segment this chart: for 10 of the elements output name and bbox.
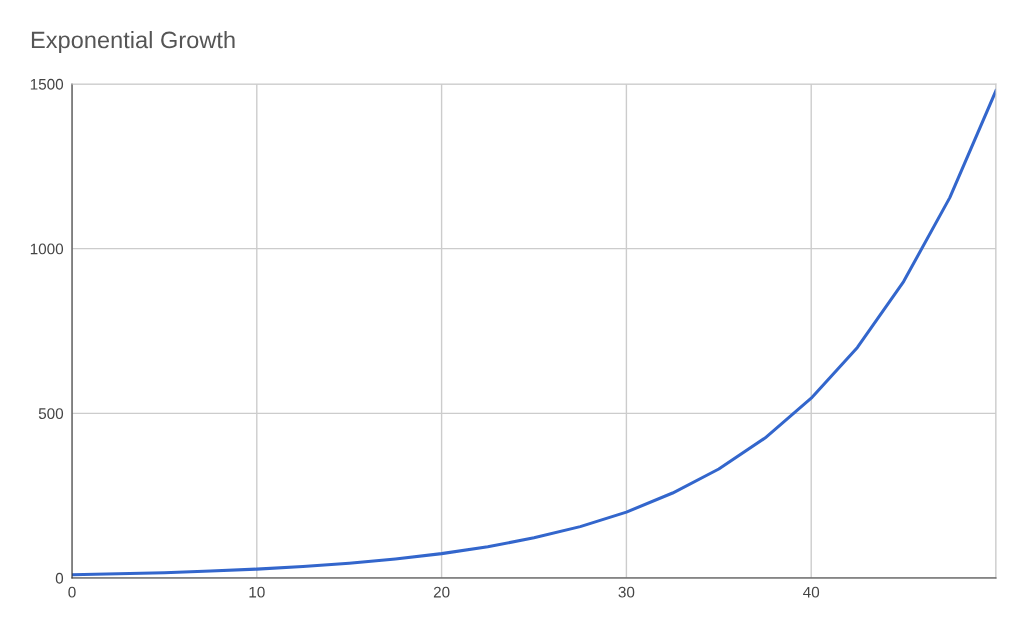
x-tick-label: 40 [803, 586, 820, 598]
y-tick-label: 1000 [30, 243, 64, 255]
y-tick-label: 0 [55, 572, 64, 584]
y-tick-label: 1500 [30, 78, 64, 90]
x-tick-label: 0 [68, 586, 76, 598]
x-tick-label: 20 [433, 586, 450, 598]
chart-title: Exponential Growth [31, 31, 235, 53]
y-tick-label: 500 [38, 408, 64, 420]
x-tick-label: 30 [618, 586, 635, 598]
x-tick-label: 10 [249, 586, 265, 598]
